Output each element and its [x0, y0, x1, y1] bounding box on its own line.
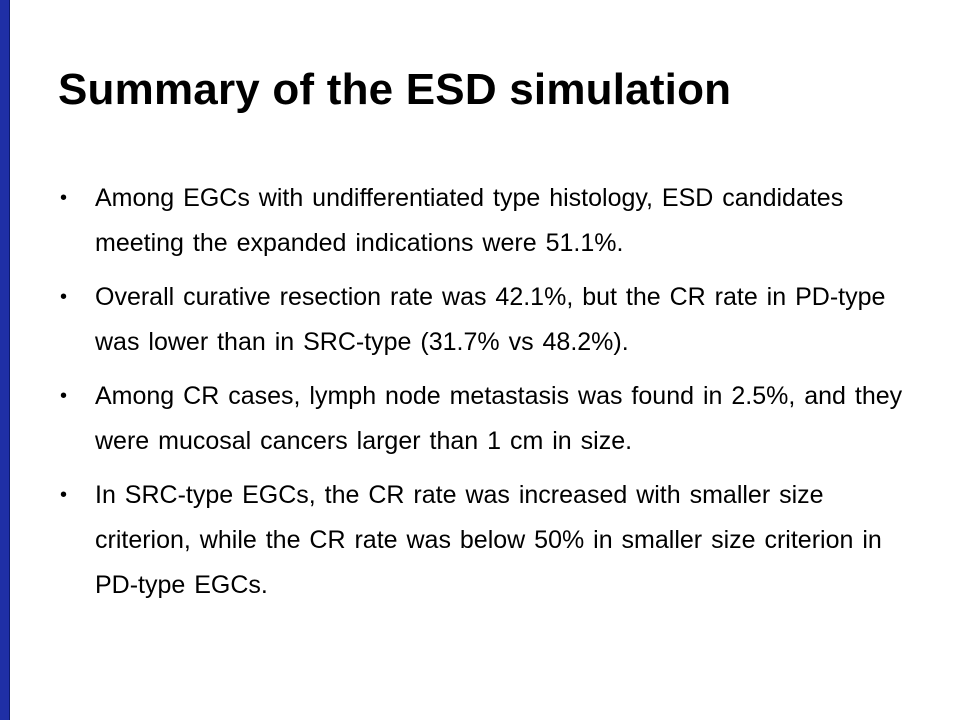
bullet-marker: •	[60, 484, 68, 506]
left-accent-bar	[0, 0, 10, 720]
bullet-marker: •	[60, 286, 68, 308]
bullet-text: Among EGCs with undifferentiated type hi…	[95, 184, 844, 257]
bullet-marker: •	[60, 385, 68, 407]
bullet-text: In SRC-type EGCs, the CR rate was increa…	[95, 481, 882, 599]
bullet-item: • Overall curative resection rate was 42…	[60, 275, 910, 365]
bullet-marker: •	[60, 187, 68, 209]
bullet-list: • Among EGCs with undifferentiated type …	[60, 176, 910, 617]
bullet-item: • Among CR cases, lymph node metastasis …	[60, 374, 910, 464]
bullet-item: • Among EGCs with undifferentiated type …	[60, 176, 910, 266]
bullet-text: Among CR cases, lymph node metastasis wa…	[95, 382, 903, 455]
bullet-text: Overall curative resection rate was 42.1…	[95, 283, 886, 356]
bullet-item: • In SRC-type EGCs, the CR rate was incr…	[60, 473, 885, 608]
slide-title: Summary of the ESD simulation	[58, 65, 732, 114]
